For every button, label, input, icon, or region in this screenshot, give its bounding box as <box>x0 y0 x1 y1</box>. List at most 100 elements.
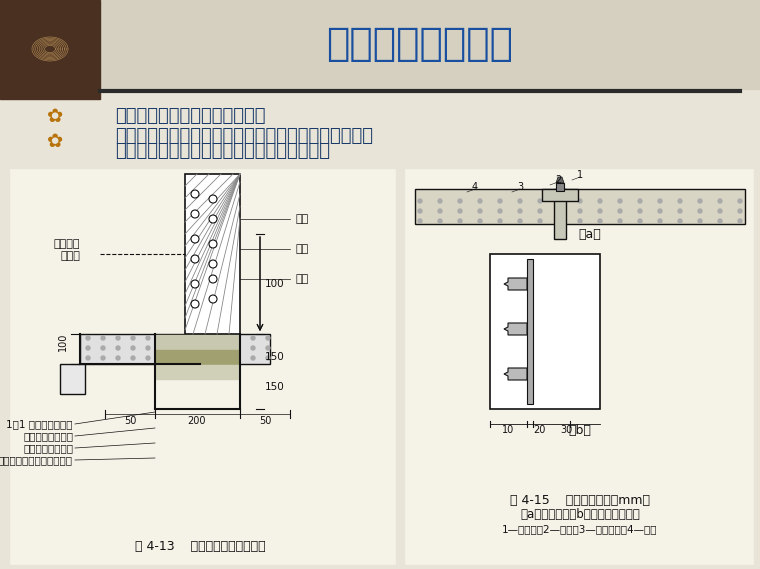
Text: 3: 3 <box>517 182 523 192</box>
Circle shape <box>191 235 199 243</box>
Circle shape <box>418 209 422 213</box>
Circle shape <box>498 219 502 223</box>
Text: 50: 50 <box>124 416 136 426</box>
Bar <box>0 0 100 99</box>
Circle shape <box>698 209 702 213</box>
Circle shape <box>251 336 255 340</box>
Circle shape <box>131 336 135 340</box>
Text: 30: 30 <box>560 425 572 435</box>
Text: 池壁板安插在底板外周槽口内。: 池壁板安插在底板外周槽口内。 <box>115 107 265 125</box>
Text: 1: 1 <box>577 170 583 180</box>
Circle shape <box>718 199 722 203</box>
Bar <box>185 174 240 334</box>
Circle shape <box>558 209 562 213</box>
Text: ✿: ✿ <box>47 106 63 126</box>
Circle shape <box>578 199 582 203</box>
Circle shape <box>598 219 602 223</box>
Circle shape <box>131 346 135 350</box>
Circle shape <box>518 219 522 223</box>
Circle shape <box>209 195 217 203</box>
Circle shape <box>251 346 255 350</box>
Bar <box>405 169 753 564</box>
Circle shape <box>206 336 210 340</box>
Circle shape <box>236 336 240 340</box>
Circle shape <box>678 209 682 213</box>
Circle shape <box>698 219 702 223</box>
Text: 150: 150 <box>265 352 285 362</box>
Text: 2: 2 <box>555 175 561 185</box>
Circle shape <box>101 356 105 360</box>
Text: 100: 100 <box>58 333 68 351</box>
Bar <box>490 254 600 409</box>
Text: 1：1 自应力水泥砂浆: 1：1 自应力水泥砂浆 <box>7 419 73 429</box>
Circle shape <box>209 215 217 223</box>
Circle shape <box>438 199 442 203</box>
Bar <box>10 169 395 564</box>
Circle shape <box>478 219 482 223</box>
Circle shape <box>161 346 165 350</box>
Text: 填平: 填平 <box>295 274 309 284</box>
Circle shape <box>131 356 135 360</box>
Bar <box>554 189 566 239</box>
Circle shape <box>638 199 642 203</box>
Text: 或锚固槽，安装锚固夹具，固定预应力钢丝。: 或锚固槽，安装锚固夹具，固定预应力钢丝。 <box>115 142 330 160</box>
Text: 混凝土: 混凝土 <box>60 251 80 261</box>
Circle shape <box>86 346 90 350</box>
Circle shape <box>101 336 105 340</box>
Text: 杯底抹压光平干铺二层油毡: 杯底抹压光平干铺二层油毡 <box>0 455 73 465</box>
Circle shape <box>191 210 199 218</box>
Circle shape <box>738 199 742 203</box>
Circle shape <box>191 336 195 340</box>
Circle shape <box>738 209 742 213</box>
Text: （a）: （a） <box>578 228 601 241</box>
Circle shape <box>558 199 562 203</box>
Text: 池壁: 池壁 <box>295 214 309 224</box>
Text: （b）: （b） <box>568 424 591 438</box>
Circle shape <box>146 356 150 360</box>
Circle shape <box>251 356 255 360</box>
Circle shape <box>206 346 210 350</box>
Circle shape <box>221 336 225 340</box>
Circle shape <box>558 219 562 223</box>
Circle shape <box>146 346 150 350</box>
Circle shape <box>116 346 120 350</box>
Circle shape <box>176 336 180 340</box>
Bar <box>156 350 239 364</box>
Circle shape <box>578 219 582 223</box>
Circle shape <box>206 356 210 360</box>
Text: 二期钢筋: 二期钢筋 <box>53 239 80 249</box>
Bar <box>60 364 85 394</box>
Circle shape <box>598 209 602 213</box>
Circle shape <box>266 336 270 340</box>
Bar <box>156 365 239 379</box>
Text: 4: 4 <box>472 182 478 192</box>
Circle shape <box>538 219 542 223</box>
Circle shape <box>638 219 642 223</box>
Text: ✿: ✿ <box>47 131 63 150</box>
Bar <box>556 183 564 191</box>
Circle shape <box>478 209 482 213</box>
Text: （a）锚固肋；（b）锚固肋开口大样: （a）锚固肋；（b）锚固肋开口大样 <box>520 508 640 521</box>
Circle shape <box>161 356 165 360</box>
Bar <box>415 189 745 224</box>
Bar <box>527 259 533 404</box>
Circle shape <box>209 240 217 248</box>
Polygon shape <box>504 278 527 290</box>
Text: 缠绕预应力钢丝时，须在池壁外侧留设锚固柱、锚固肋: 缠绕预应力钢丝时，须在池壁外侧留设锚固柱、锚固肋 <box>115 127 373 145</box>
Circle shape <box>458 219 462 223</box>
Circle shape <box>498 209 502 213</box>
Circle shape <box>618 199 622 203</box>
Circle shape <box>618 219 622 223</box>
Circle shape <box>176 356 180 360</box>
Circle shape <box>678 219 682 223</box>
Text: 图 4-13    壁板与底板的杯槽连接: 图 4-13 壁板与底板的杯槽连接 <box>135 541 265 554</box>
Circle shape <box>191 346 195 350</box>
Circle shape <box>658 219 662 223</box>
Circle shape <box>209 275 217 283</box>
Bar <box>80 334 270 364</box>
Circle shape <box>658 199 662 203</box>
Circle shape <box>498 199 502 203</box>
Circle shape <box>578 209 582 213</box>
Circle shape <box>718 219 722 223</box>
Text: 壁板的构造与制作: 壁板的构造与制作 <box>327 25 514 63</box>
